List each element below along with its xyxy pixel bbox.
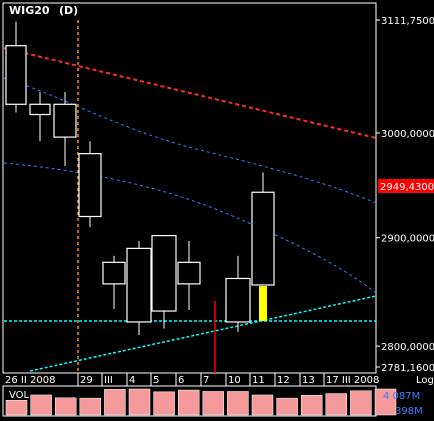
- volume-bar: [104, 389, 126, 416]
- x-tick-label: 12: [277, 375, 290, 386]
- candlestick[interactable]: [78, 141, 102, 228]
- volume-bar: [177, 389, 200, 416]
- volume-bar: [153, 391, 175, 416]
- x-tick-label: 11: [252, 375, 265, 386]
- x-tick-label: 6: [178, 375, 184, 386]
- volume-bar: [54, 397, 77, 416]
- volume-bar: [202, 391, 225, 416]
- candlestick[interactable]: [5, 21, 27, 113]
- candle-body: [177, 261, 201, 285]
- candlestick[interactable]: [151, 234, 177, 329]
- candle-body: [5, 45, 27, 105]
- y-tick-label: 2900,0000: [381, 234, 434, 245]
- moving-average-curve: [3, 77, 377, 204]
- volume-bar: [276, 397, 298, 416]
- volume-bar: [5, 399, 28, 416]
- volume-bar: [350, 390, 372, 416]
- x-tick-label: 29: [80, 375, 93, 386]
- x-tick-label: 17 III 2008: [326, 375, 379, 386]
- y-tick-label: 3111,7500: [381, 16, 434, 27]
- x-tick-label: 4: [129, 375, 135, 386]
- candle-body: [251, 191, 275, 286]
- y-tick-label: 3000,0000: [381, 129, 434, 140]
- volume-bar: [227, 391, 249, 416]
- candlestick[interactable]: [126, 240, 152, 336]
- x-tick-label: 7: [203, 375, 209, 386]
- volume-scale-max: 4 087M: [383, 391, 420, 402]
- candlestick[interactable]: [259, 286, 267, 321]
- x-tick-label: III: [104, 375, 113, 386]
- volume-label: VOL: [9, 390, 30, 401]
- volume-bar: [79, 397, 102, 416]
- candle-body: [126, 247, 152, 323]
- x-tick-label: 13: [302, 375, 315, 386]
- chart-title: WIG20: [9, 4, 50, 17]
- y-tick-label: 2781,1600: [381, 363, 434, 374]
- volume-scale-min: 398M: [395, 406, 423, 417]
- candle-body: [29, 103, 51, 116]
- candle-body: [225, 277, 251, 323]
- y-tick-label: 2800,0000: [381, 342, 434, 353]
- price-panel-frame: [2, 2, 377, 417]
- candlestick[interactable]: [251, 172, 275, 286]
- candlestick[interactable]: [177, 240, 201, 310]
- candle-body: [102, 261, 126, 285]
- last-value-label: 2949,4300: [380, 182, 434, 193]
- volume-bar: [325, 393, 348, 416]
- chart-interval: (D): [59, 4, 78, 17]
- x-tick-label: 5: [153, 375, 159, 386]
- volume-bar: [374, 388, 397, 416]
- candle-body: [78, 153, 102, 218]
- candle-body: [259, 286, 267, 321]
- last-value-badge: 2949,4300: [378, 179, 434, 193]
- candlestick[interactable]: [53, 92, 77, 167]
- volume-bar: [300, 395, 323, 416]
- x-tick-label: 10: [228, 375, 241, 386]
- candlestick[interactable]: [29, 92, 51, 142]
- candlestick[interactable]: [225, 255, 251, 332]
- candlestick[interactable]: [102, 255, 126, 309]
- trend-line-red: [3, 47, 377, 139]
- trend-line-cyan: [29, 295, 377, 372]
- volume-bar: [251, 394, 274, 416]
- y-scale-type-label: Log: [416, 375, 434, 386]
- x-tick-label: 26 II 2008: [5, 375, 55, 386]
- candle-body: [53, 103, 77, 138]
- candle-body: [151, 234, 177, 312]
- volume-bar: [30, 394, 52, 416]
- volume-bar: [128, 388, 151, 416]
